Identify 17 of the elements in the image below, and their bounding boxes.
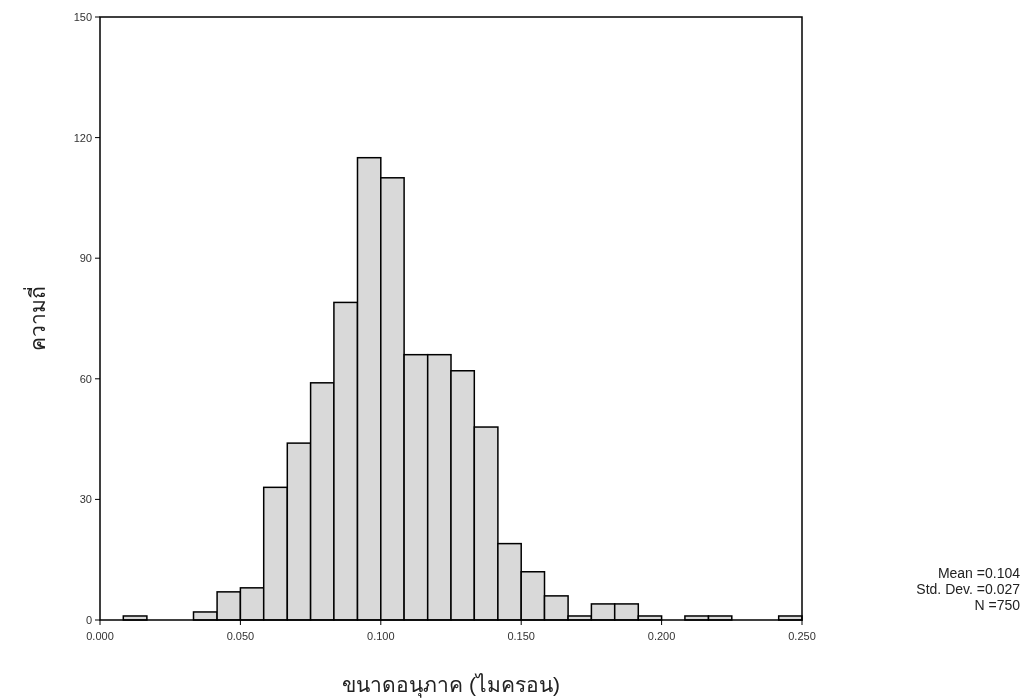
x-tick-label: 0.100 [367,630,395,642]
y-tick-label: 120 [73,131,92,144]
text: Mean =0.104 [937,565,1021,581]
y-axis-title: ความถี่ [23,286,49,351]
x-tick-label: 0.250 [788,630,816,642]
text: Std. Dev. =0.027 [916,581,1021,597]
y-tick-label: 30 [79,493,92,506]
x-axis-title: ขนาดอนุภาค (ไมครอน) [342,673,560,698]
y-tick-label: 150 [73,11,92,23]
x-tick-label: 0.200 [647,630,676,642]
x-tick-label: 0.050 [226,630,255,642]
text: N =750 [974,597,1021,613]
y-tick-label: 60 [79,372,92,385]
y-tick-label: 90 [79,252,92,265]
y-tick-label: 0 [85,614,92,626]
x-tick-label: 0.000 [86,630,114,642]
x-tick-label: 0.150 [507,630,535,642]
